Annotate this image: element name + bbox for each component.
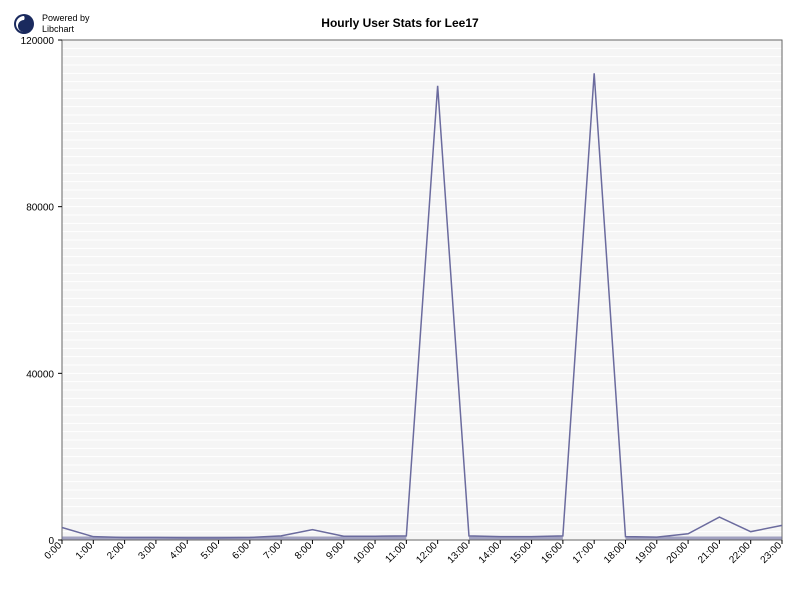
svg-text:3:00: 3:00 bbox=[136, 540, 158, 562]
svg-text:23:00: 23:00 bbox=[759, 540, 785, 566]
svg-text:40000: 40000 bbox=[26, 369, 54, 380]
line-chart: 040000800001200000:001:002:003:004:005:0… bbox=[0, 30, 800, 600]
svg-text:18:00: 18:00 bbox=[602, 540, 628, 566]
svg-text:9:00: 9:00 bbox=[324, 540, 346, 562]
svg-text:80000: 80000 bbox=[26, 203, 54, 214]
svg-text:4:00: 4:00 bbox=[168, 540, 190, 562]
svg-text:14:00: 14:00 bbox=[477, 540, 503, 566]
svg-text:10:00: 10:00 bbox=[352, 540, 378, 566]
svg-text:11:00: 11:00 bbox=[384, 540, 409, 565]
svg-text:20:00: 20:00 bbox=[665, 540, 691, 566]
svg-text:6:00: 6:00 bbox=[230, 540, 252, 562]
svg-text:12:00: 12:00 bbox=[414, 540, 440, 566]
svg-text:8:00: 8:00 bbox=[293, 540, 315, 562]
chart-title: Hourly User Stats for Lee17 bbox=[321, 16, 478, 30]
svg-text:17:00: 17:00 bbox=[571, 540, 597, 566]
svg-text:16:00: 16:00 bbox=[540, 540, 566, 566]
svg-text:15:00: 15:00 bbox=[508, 540, 534, 566]
svg-text:21:00: 21:00 bbox=[696, 540, 722, 566]
svg-text:5:00: 5:00 bbox=[199, 540, 221, 562]
svg-text:120000: 120000 bbox=[21, 36, 55, 47]
chart-container: 040000800001200000:001:002:003:004:005:0… bbox=[0, 30, 800, 600]
svg-text:22:00: 22:00 bbox=[727, 540, 753, 566]
svg-text:2:00: 2:00 bbox=[105, 540, 127, 562]
svg-text:7:00: 7:00 bbox=[262, 540, 284, 562]
svg-text:1:00: 1:00 bbox=[74, 540, 96, 562]
svg-text:0:00: 0:00 bbox=[43, 540, 65, 562]
svg-text:19:00: 19:00 bbox=[633, 540, 659, 566]
svg-text:13:00: 13:00 bbox=[446, 540, 472, 566]
logo-line1: Powered by bbox=[42, 13, 90, 24]
